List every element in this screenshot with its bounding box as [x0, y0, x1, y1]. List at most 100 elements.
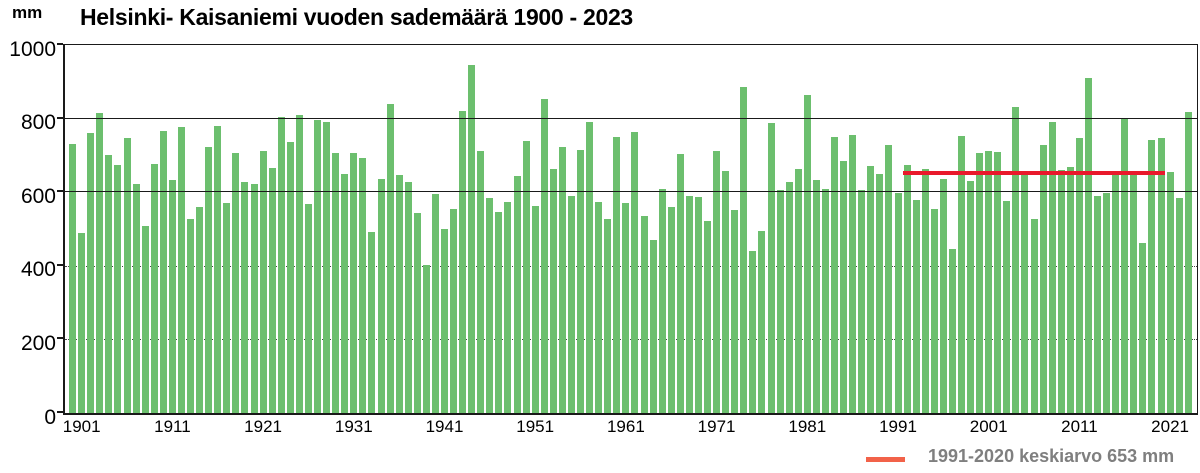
bar-1916	[214, 126, 222, 413]
bar-2022	[1175, 197, 1183, 413]
bar-1973	[731, 209, 739, 413]
bar-2002	[994, 151, 1002, 413]
bar-2010	[1066, 167, 1074, 413]
y-tick-0	[57, 411, 63, 413]
bar-1906	[123, 138, 131, 413]
bar-1971	[713, 150, 721, 413]
bar-2011	[1075, 137, 1083, 413]
bar-2014	[1103, 192, 1111, 413]
bar-1905	[114, 165, 122, 413]
bar-2017	[1130, 174, 1138, 413]
bar-1936	[395, 175, 403, 413]
gridline-800	[65, 117, 1197, 119]
bar-2001	[985, 150, 993, 413]
bar-1942	[450, 208, 458, 413]
y-tick-label-1000: 1000	[9, 37, 56, 61]
bar-1982	[812, 180, 820, 413]
bar-2012	[1084, 77, 1092, 413]
bar-1993	[912, 199, 920, 413]
bar-2016	[1121, 118, 1129, 413]
plot-area	[63, 44, 1198, 415]
bar-1928	[323, 122, 331, 413]
x-tick-label-1971: 1971	[697, 417, 736, 436]
bar-1947	[495, 211, 503, 413]
bar-1989	[876, 174, 884, 413]
bar-1929	[332, 152, 340, 413]
bar-1912	[177, 127, 185, 413]
bar-1978	[776, 189, 784, 413]
bar-1957	[586, 122, 594, 413]
bar-2006	[1030, 219, 1038, 413]
x-tick-label-2001: 2001	[969, 417, 1008, 436]
bar-1943	[459, 110, 467, 413]
bar-1948	[504, 201, 512, 413]
bar-1968	[685, 196, 693, 413]
bar-1999	[967, 181, 975, 413]
bar-2007	[1039, 145, 1047, 413]
bar-1933	[368, 231, 376, 413]
bar-1927	[314, 120, 322, 413]
gridline-400	[65, 265, 1197, 267]
bar-1945	[477, 150, 485, 413]
bar-2021	[1166, 171, 1174, 413]
x-tick-label-2011: 2011	[1061, 417, 1098, 436]
bar-1924	[286, 141, 294, 413]
y-tick-200	[57, 337, 63, 340]
bar-1901	[78, 232, 86, 413]
x-tick-label-1941: 1941	[425, 417, 464, 436]
bar-1995	[930, 208, 938, 413]
bar-1938	[413, 212, 421, 413]
y-tick-label-0: 0	[44, 405, 56, 429]
bar-1966	[667, 206, 675, 413]
bar-1917	[223, 203, 231, 413]
bar-1988	[867, 166, 875, 413]
bar-1903	[96, 113, 104, 413]
bar-1972	[722, 171, 730, 413]
bar-1956	[577, 149, 585, 413]
bar-1918	[232, 153, 240, 413]
bar-1921	[259, 150, 267, 413]
bar-1990	[885, 145, 893, 413]
bar-1980	[794, 168, 802, 413]
bar-2023	[1184, 112, 1192, 413]
bar-1953	[549, 168, 557, 413]
bar-1920	[250, 184, 258, 413]
bar-1932	[359, 158, 367, 413]
bar-2004	[1012, 106, 1020, 413]
bar-1977	[767, 122, 775, 413]
x-tick-label-1921: 1921	[244, 417, 282, 436]
bar-1937	[404, 181, 412, 413]
bar-1985	[840, 160, 848, 413]
bar-1979	[785, 181, 793, 413]
bar-1996	[939, 178, 947, 413]
bar-1969	[694, 197, 702, 413]
bar-1904	[105, 155, 113, 413]
bar-1981	[803, 95, 811, 413]
bar-1907	[132, 183, 140, 413]
bar-2005	[1021, 175, 1029, 413]
bar-1949	[513, 176, 521, 413]
gridline-200	[65, 339, 1197, 341]
bar-1986	[849, 135, 857, 413]
bar-1946	[486, 198, 494, 413]
x-tick-label-1901: 1901	[62, 417, 101, 436]
bar-1961	[622, 203, 630, 413]
bar-1911	[168, 180, 176, 413]
bar-1931	[350, 153, 358, 413]
bar-1955	[567, 196, 575, 413]
bar-2009	[1057, 169, 1065, 413]
y-tick-label-400: 400	[20, 258, 56, 282]
bar-1923	[277, 116, 285, 413]
legend-label: 1991-2020 keskiarvo 653 mm	[928, 446, 1175, 466]
bar-2008	[1048, 122, 1056, 413]
bar-1922	[268, 168, 276, 413]
x-tick-label-1961: 1961	[606, 417, 645, 436]
x-tick-label-1951: 1951	[516, 417, 555, 436]
bar-1984	[831, 137, 838, 413]
bar-1987	[858, 190, 866, 413]
bar-1970	[704, 221, 712, 413]
bar-1915	[205, 146, 213, 413]
bar-2018	[1139, 242, 1147, 413]
bar-1908	[141, 225, 149, 413]
bar-1994	[921, 169, 929, 413]
